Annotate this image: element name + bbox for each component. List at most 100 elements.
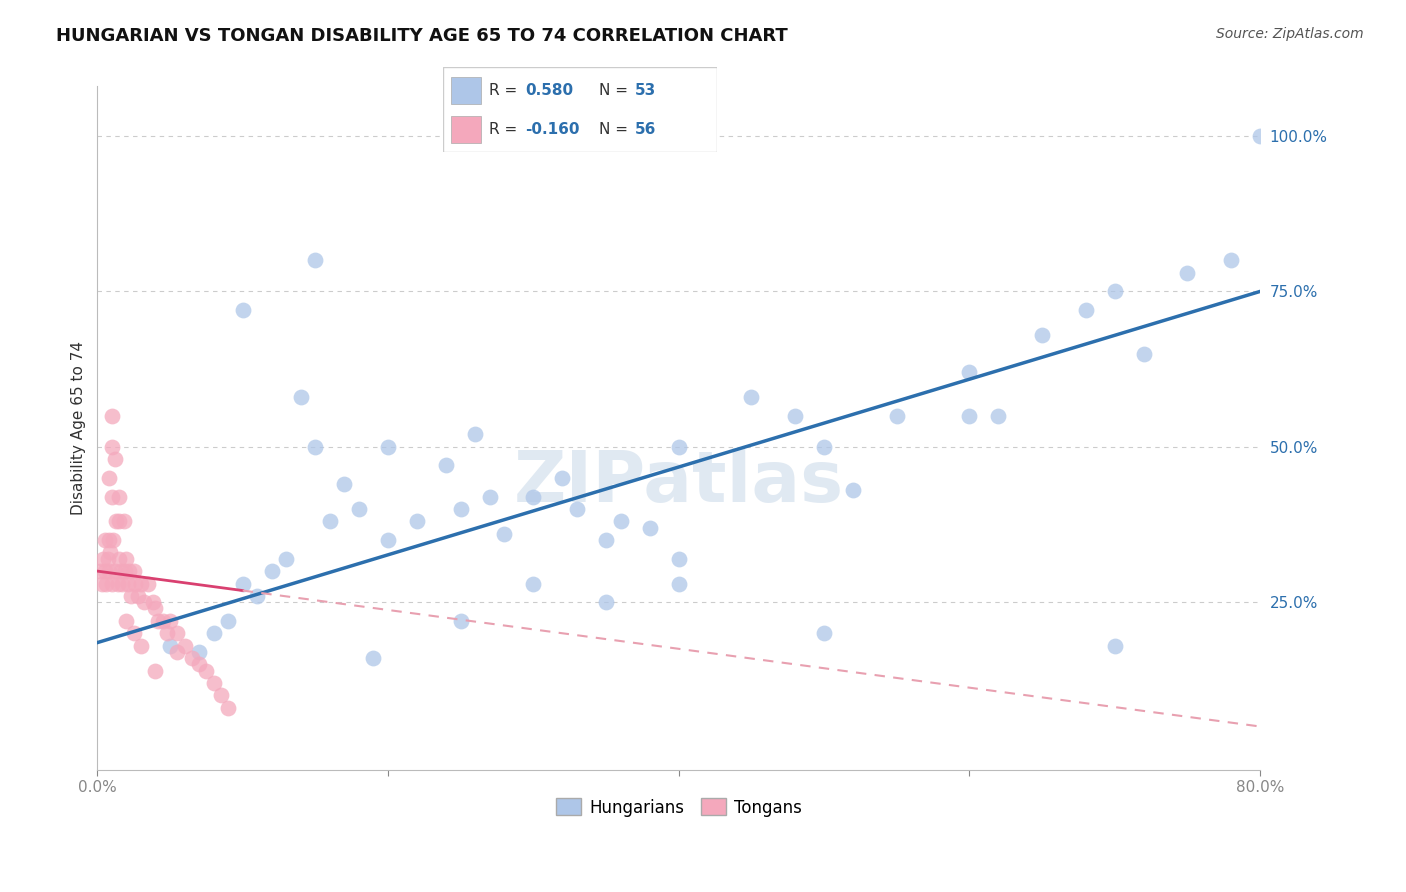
Point [522, 576, 544, 591]
Point [842, 483, 865, 498]
Point [478, 490, 501, 504]
Point [522, 490, 544, 504]
Point [783, 409, 806, 423]
Point [595, 533, 617, 547]
Point [110, 564, 132, 578]
Point [94, 576, 117, 591]
Point [136, 576, 159, 591]
Point [217, 701, 239, 715]
Point [114, 564, 136, 578]
Point [112, 515, 135, 529]
Point [377, 440, 399, 454]
Point [188, 657, 211, 672]
Point [304, 440, 326, 454]
Bar [451, 116, 481, 143]
Point [1074, 303, 1097, 318]
Point [319, 515, 342, 529]
Point [98, 471, 121, 485]
Point [159, 639, 181, 653]
Point [152, 614, 174, 628]
Point [142, 595, 165, 609]
Point [120, 589, 142, 603]
Text: HUNGARIAN VS TONGAN DISABILITY AGE 65 TO 74 CORRELATION CHART: HUNGARIAN VS TONGAN DISABILITY AGE 65 TO… [56, 27, 787, 45]
Point [668, 576, 690, 591]
Point [173, 639, 195, 653]
Point [304, 253, 326, 268]
Point [202, 626, 225, 640]
Point [93, 533, 115, 547]
Point [260, 564, 283, 578]
Text: N =: N = [599, 83, 633, 98]
Point [363, 651, 385, 665]
Point [668, 551, 690, 566]
Point [103, 533, 125, 547]
Point [108, 551, 131, 566]
Point [609, 515, 631, 529]
Point [101, 490, 124, 504]
Point [195, 664, 218, 678]
Point [246, 589, 269, 603]
Point [202, 676, 225, 690]
Point [1219, 253, 1241, 268]
Point [987, 409, 1010, 423]
Point [111, 576, 134, 591]
Point [127, 589, 149, 603]
Point [886, 409, 908, 423]
Point [100, 545, 122, 559]
Point [1104, 639, 1126, 653]
Text: ZIPatlas: ZIPatlas [513, 449, 844, 517]
Point [957, 409, 980, 423]
Point [565, 502, 588, 516]
Point [115, 551, 138, 566]
Point [813, 626, 835, 640]
Point [96, 551, 118, 566]
Point [450, 614, 472, 628]
Point [132, 595, 155, 609]
Point [129, 639, 152, 653]
Point [115, 614, 138, 628]
Point [333, 477, 356, 491]
Point [117, 576, 139, 591]
Point [118, 564, 141, 578]
Point [89, 564, 111, 578]
Point [148, 614, 170, 628]
Point [122, 626, 145, 640]
Point [91, 551, 114, 566]
Point [104, 564, 127, 578]
Point [145, 664, 167, 678]
Point [159, 614, 181, 628]
Point [494, 526, 516, 541]
Point [166, 626, 188, 640]
Point [813, 440, 835, 454]
Point [232, 303, 254, 318]
Point [1175, 266, 1198, 280]
Text: 0.580: 0.580 [526, 83, 574, 98]
Point [108, 515, 131, 529]
Point [377, 533, 399, 547]
Point [93, 564, 115, 578]
Point [217, 614, 239, 628]
Bar [451, 77, 481, 104]
Point [101, 440, 124, 454]
Point [122, 564, 145, 578]
Point [156, 626, 179, 640]
Point [1104, 285, 1126, 299]
Point [276, 551, 298, 566]
Point [166, 645, 188, 659]
Point [129, 576, 152, 591]
Text: 56: 56 [636, 122, 657, 137]
Point [347, 502, 370, 516]
Point [105, 515, 128, 529]
Point [406, 515, 429, 529]
Point [98, 564, 121, 578]
Point [98, 533, 121, 547]
Point [232, 576, 254, 591]
Point [668, 440, 690, 454]
Point [107, 576, 129, 591]
Point [101, 409, 124, 423]
Text: Source: ZipAtlas.com: Source: ZipAtlas.com [1216, 27, 1364, 41]
Point [180, 651, 202, 665]
Text: R =: R = [489, 83, 523, 98]
Point [90, 576, 112, 591]
Point [188, 645, 211, 659]
